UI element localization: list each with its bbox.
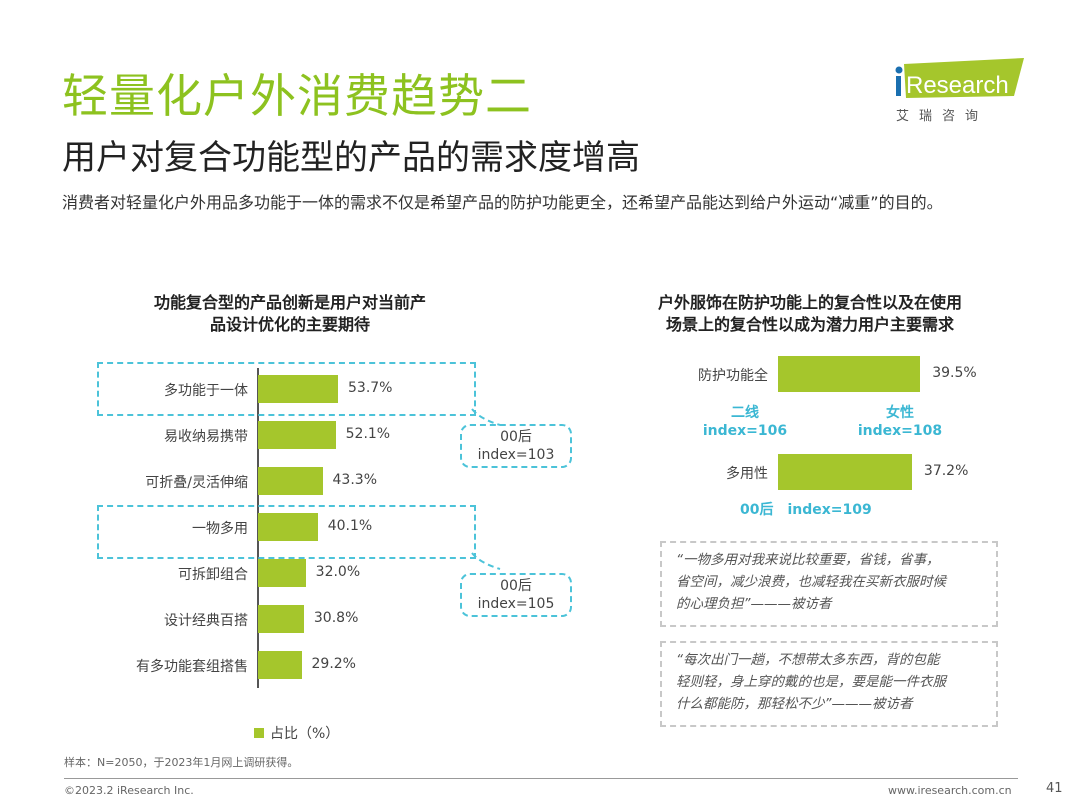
quote-line: 什么都能防，那轻松不少”———被访者 bbox=[676, 696, 913, 712]
category-label: 可折叠/灵活伸缩 bbox=[145, 475, 248, 491]
annotation-line: 00后 bbox=[500, 578, 532, 594]
chart1-axis bbox=[257, 368, 259, 688]
category-label: 易收纳易携带 bbox=[164, 429, 248, 445]
quote-line: “每次出门一趟，不想带太多东西，背的包能 bbox=[676, 652, 940, 668]
bar bbox=[258, 559, 306, 587]
bar bbox=[258, 375, 338, 403]
quote-line: “一物多用对我来说比较重要，省钱，省事， bbox=[676, 552, 940, 568]
data-label: 40.1% bbox=[327, 518, 373, 534]
page-subtitle: 用户对复合功能型的产品的需求度增高 bbox=[62, 138, 640, 178]
page-title: 轻量化户外消费趋势二 bbox=[62, 69, 532, 123]
quote-box: “一物多用对我来说比较重要，省钱，省事， 省空间，减少浪费，也减轻我在买新衣服时… bbox=[660, 541, 998, 627]
annotation-line: 女性 bbox=[886, 405, 914, 421]
bar bbox=[778, 356, 921, 392]
footer-divider bbox=[64, 778, 1018, 779]
category-label: 一物多用 bbox=[192, 521, 248, 537]
legend-label: 占比（%） bbox=[270, 726, 340, 742]
bar bbox=[258, 651, 302, 679]
index-annotation: 女性 index=108 bbox=[845, 404, 955, 440]
bar bbox=[258, 421, 336, 449]
quote-line: 省空间，减少浪费，也减轻我在买新衣服时候 bbox=[676, 574, 946, 590]
highlight-box bbox=[97, 362, 476, 416]
bar bbox=[778, 454, 912, 490]
data-label: 32.0% bbox=[315, 564, 361, 580]
chart1-legend: 占比（%） bbox=[254, 723, 339, 743]
copyright: ©2023.2 iResearch Inc. bbox=[64, 784, 194, 797]
quote-box: “每次出门一趟，不想带太多东西，背的包能 轻则轻，身上穿的戴的也是，要是能一件衣… bbox=[660, 641, 998, 727]
highlight-box bbox=[97, 505, 476, 559]
data-label: 39.5% bbox=[932, 365, 977, 381]
sample-note: 样本：N=2050，于2023年1月网上调研获得。 bbox=[64, 756, 299, 769]
quote-line: 轻则轻，身上穿的戴的也是，要是能一件衣服 bbox=[676, 674, 946, 690]
bar bbox=[258, 605, 304, 633]
chart2-title-line: 场景上的复合性以成为潜力用户主要需求 bbox=[665, 315, 954, 334]
chart2-title-line: 户外服饰在防护功能上的复合性以及在使用 bbox=[657, 293, 962, 312]
data-label: 37.2% bbox=[923, 463, 969, 479]
category-label: 多功能于一体 bbox=[164, 383, 248, 399]
index-annotation: 00后 index=109 bbox=[740, 501, 900, 519]
annotation-line: index=108 bbox=[857, 423, 943, 439]
bar bbox=[258, 467, 323, 495]
annotation-line: index=103 bbox=[477, 447, 555, 463]
svg-text:Research: Research bbox=[906, 72, 1009, 99]
category-label: 可拆卸组合 bbox=[178, 567, 248, 583]
category-label: 多用性 bbox=[726, 466, 768, 482]
annotation-line: 二线 bbox=[731, 405, 759, 421]
description: 消费者对轻量化户外用品多功能于一体的需求不仅是希望产品的防护功能更全，还希望产品… bbox=[62, 193, 943, 212]
chart1-title-line: 功能复合型的产品创新是用户对当前产 bbox=[153, 293, 426, 312]
iresearch-logo: Research 艾瑞咨询 bbox=[892, 56, 1027, 126]
data-label: 53.7% bbox=[348, 380, 393, 396]
index-annotation: 二线 index=106 bbox=[690, 404, 800, 440]
data-label: 30.8% bbox=[313, 610, 359, 626]
category-label: 有多功能套组搭售 bbox=[136, 659, 248, 675]
category-label: 设计经典百搭 bbox=[164, 613, 248, 629]
connector-lines bbox=[471, 408, 501, 570]
annotation-line: index=106 bbox=[702, 423, 788, 439]
website-link[interactable]: www.iresearch.com.cn bbox=[888, 784, 1012, 797]
annotation-line: index=105 bbox=[477, 596, 555, 612]
index-annotation: 00后 index=105 bbox=[460, 573, 572, 617]
data-label: 43.3% bbox=[332, 472, 377, 488]
chart1-title-line: 品设计优化的主要期待 bbox=[209, 315, 370, 334]
chart1-title: 功能复合型的产品创新是用户对当前产 品设计优化的主要期待 bbox=[120, 292, 460, 336]
index-annotation: 00后 index=103 bbox=[460, 424, 572, 468]
annotation-line: 00后 bbox=[740, 502, 774, 518]
annotation-line: index=109 bbox=[787, 502, 872, 518]
category-label: 防护功能全 bbox=[698, 368, 768, 384]
legend-swatch bbox=[254, 728, 264, 738]
data-label: 29.2% bbox=[311, 656, 356, 672]
annotation-line: 00后 bbox=[500, 429, 532, 445]
quote-line: 的心理负担”———被访者 bbox=[676, 596, 832, 612]
page-number: 41 bbox=[1046, 781, 1063, 796]
chart2-title: 户外服饰在防护功能上的复合性以及在使用 场景上的复合性以成为潜力用户主要需求 bbox=[630, 292, 990, 336]
svg-text:艾瑞咨询: 艾瑞咨询 bbox=[896, 109, 988, 124]
bar bbox=[258, 513, 318, 541]
data-label: 52.1% bbox=[345, 426, 391, 442]
